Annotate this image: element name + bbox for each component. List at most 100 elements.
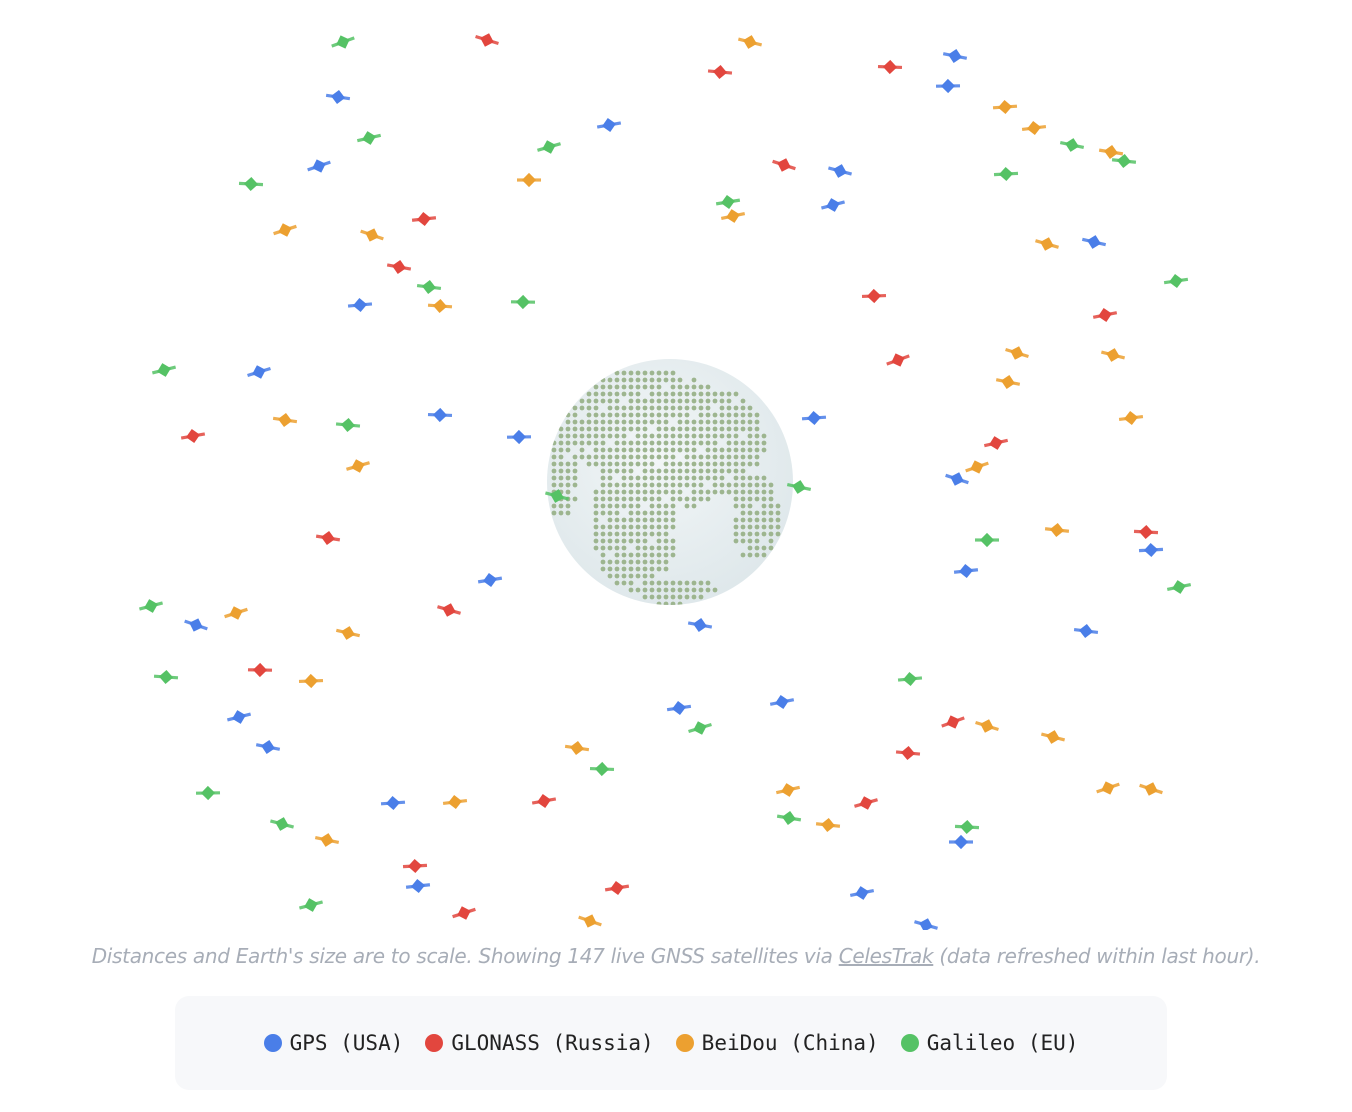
land-dot — [593, 454, 599, 460]
land-dot — [614, 552, 620, 558]
land-dot — [635, 517, 641, 523]
land-dot — [593, 489, 599, 495]
land-dot — [649, 580, 655, 586]
land-dot — [607, 377, 613, 383]
land-dot — [740, 517, 746, 523]
land-dot — [726, 489, 732, 495]
land-dot — [768, 545, 774, 551]
land-dot — [621, 433, 627, 439]
land-dot — [628, 517, 634, 523]
land-dot — [551, 440, 557, 446]
land-dot — [663, 412, 669, 418]
land-dot — [754, 545, 760, 551]
land-dot — [621, 496, 627, 502]
land-dot — [768, 524, 774, 530]
land-dot — [726, 412, 732, 418]
land-dot — [719, 398, 725, 404]
land-dot — [670, 587, 676, 593]
land-dot — [719, 391, 725, 397]
beidou-satellite — [965, 460, 989, 474]
land-dot — [600, 377, 606, 383]
land-dot — [712, 468, 718, 474]
land-dot — [621, 538, 627, 544]
land-dot — [586, 412, 592, 418]
land-dot — [551, 475, 557, 481]
land-dot — [719, 412, 725, 418]
galileo-satellite — [1166, 580, 1192, 594]
land-dot — [754, 482, 760, 488]
land-dot — [663, 426, 669, 432]
land-dot — [565, 412, 571, 418]
celestrak-link[interactable]: CelesTrak — [838, 944, 934, 968]
land-dot — [726, 440, 732, 446]
land-dot — [614, 559, 620, 565]
land-dot — [628, 398, 634, 404]
land-dot — [635, 447, 641, 453]
land-dot — [642, 419, 648, 425]
land-dot — [642, 398, 648, 404]
land-dot — [726, 433, 732, 439]
glonass-satellite — [604, 881, 630, 895]
caption-text-end: (data refreshed within last hour). — [933, 944, 1261, 968]
gps-satellite — [801, 410, 827, 426]
land-dot — [621, 391, 627, 397]
land-dot — [614, 496, 620, 502]
glonass-satellite — [772, 158, 796, 172]
beidou-satellite — [1139, 782, 1163, 796]
land-dot — [642, 545, 648, 551]
land-dot — [761, 552, 767, 558]
land-dot — [621, 503, 627, 509]
land-dot — [733, 538, 739, 544]
land-dot — [649, 384, 655, 390]
gps-satellite — [325, 89, 351, 105]
land-dot — [663, 594, 669, 600]
land-dot — [747, 405, 753, 411]
land-dot — [642, 524, 648, 530]
gps-satellite — [769, 695, 795, 709]
land-dot — [656, 538, 662, 544]
land-dot — [642, 482, 648, 488]
land-dot — [754, 531, 760, 537]
land-dot — [614, 412, 620, 418]
land-dot — [712, 426, 718, 432]
land-dot — [740, 447, 746, 453]
beidou-satellite — [1044, 522, 1070, 538]
gps-satellite — [506, 429, 532, 445]
land-dot — [649, 573, 655, 579]
land-dot — [670, 496, 676, 502]
land-dot — [593, 384, 599, 390]
land-dot — [586, 391, 592, 397]
land-dot — [754, 426, 760, 432]
land-dot — [712, 433, 718, 439]
land-dot — [740, 426, 746, 432]
glonass-satellite — [1133, 524, 1159, 540]
land-dot — [628, 384, 634, 390]
land-dot — [656, 594, 662, 600]
land-dot — [677, 377, 683, 383]
land-dot — [740, 412, 746, 418]
land-dot — [740, 496, 746, 502]
land-dot — [775, 503, 781, 509]
land-dot — [607, 559, 613, 565]
land-dot — [670, 552, 676, 558]
land-dot — [754, 447, 760, 453]
beidou-color-dot — [675, 1034, 694, 1052]
land-dot — [684, 468, 690, 474]
land-dot — [593, 503, 599, 509]
land-dot — [586, 461, 592, 467]
land-dot — [684, 587, 690, 593]
gps-satellite — [687, 618, 713, 632]
land-dot — [747, 510, 753, 516]
gps-satellite — [849, 886, 875, 900]
land-dot — [628, 587, 634, 593]
land-dot — [754, 461, 760, 467]
land-dot — [593, 398, 599, 404]
land-dot — [663, 510, 669, 516]
land-dot — [635, 573, 641, 579]
land-dot — [747, 496, 753, 502]
land-dot — [698, 419, 704, 425]
land-dot — [593, 405, 599, 411]
satellite-visualization[interactable] — [0, 0, 1352, 930]
land-dot — [740, 468, 746, 474]
land-dot — [740, 419, 746, 425]
